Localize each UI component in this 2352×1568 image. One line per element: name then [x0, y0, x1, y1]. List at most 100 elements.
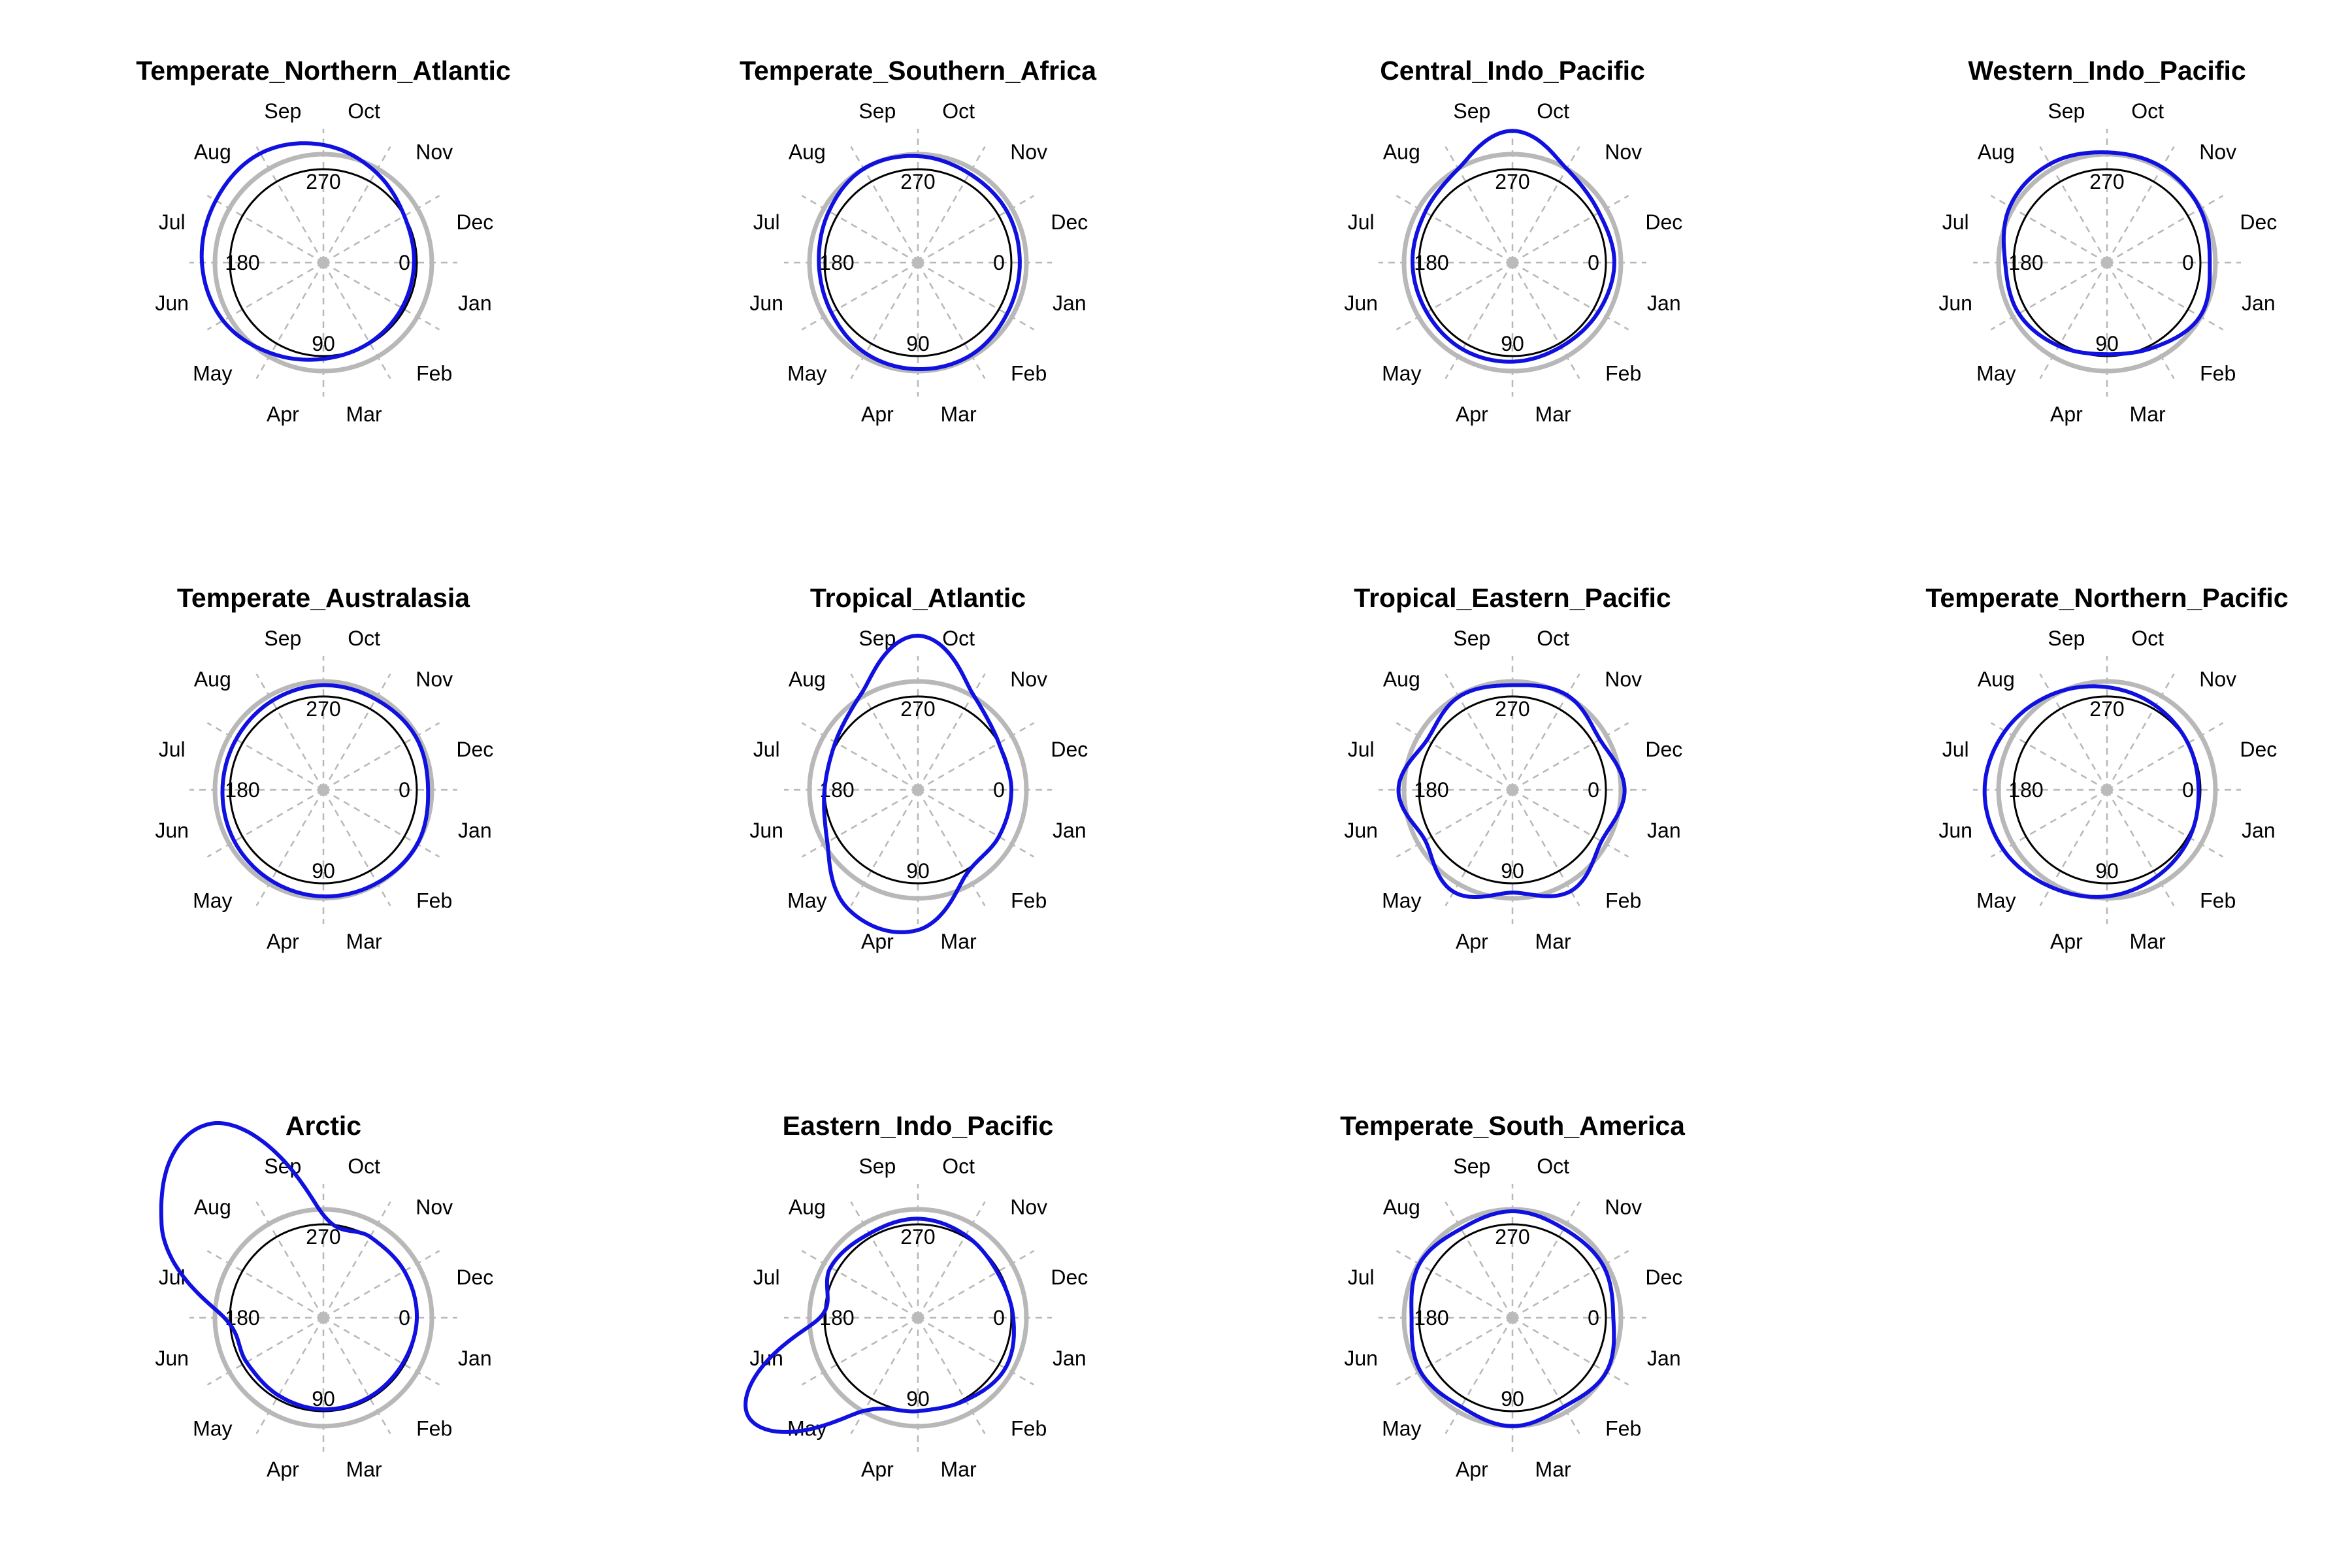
radial-gridline [1396, 261, 1513, 331]
month-label: Dec [1645, 738, 1682, 761]
month-label: Jan [1647, 1347, 1681, 1370]
panel-title: Temperate_Northern_Pacific [1925, 583, 2288, 613]
radial-gridline [1445, 789, 1514, 907]
polar-panel: Temperate_South_America 0 90 180 270 Jan Feb Ma… [1340, 1111, 1686, 1481]
center-dot [1507, 784, 1518, 796]
month-label: Oct [2131, 99, 2164, 123]
radial-gridline [323, 261, 440, 331]
panel-title: Eastern_Indo_Pacific [783, 1111, 1054, 1141]
month-label: Jun [1344, 1347, 1378, 1370]
month-label: May [787, 889, 826, 913]
month-label: Sep [1453, 1154, 1490, 1178]
radial-gridline [1512, 261, 1629, 331]
month-label: May [1976, 889, 2016, 913]
radial-gridline [206, 1250, 324, 1319]
month-label: Mar [941, 930, 977, 953]
radial-gridline [1396, 722, 1513, 791]
month-label: Jan [458, 819, 492, 842]
degree-tick-label: 270 [1495, 1225, 1529, 1249]
degree-tick-label: 270 [306, 697, 340, 721]
radial-gridline [801, 195, 919, 264]
radial-gridline [801, 261, 919, 331]
degree-tick-label: 180 [2008, 778, 2043, 802]
month-label: Feb [2200, 889, 2236, 913]
month-label: Nov [1010, 1195, 1047, 1218]
month-label: Dec [1645, 210, 1682, 234]
month-label: Aug [789, 667, 826, 691]
radial-gridline [1396, 789, 1513, 858]
month-label: Sep [1453, 99, 1490, 123]
month-label: Jun [749, 291, 783, 315]
polar-panel: Western_Indo_Pacific 0 90 180 270 Jan Feb Mar Ap… [1938, 56, 2277, 426]
degree-tick-label: 90 [906, 1387, 930, 1411]
month-label: Mar [2130, 930, 2166, 953]
degree-tick-label: 0 [399, 778, 410, 802]
panel-title: Temperate_Southern_Africa [740, 56, 1097, 86]
month-label: Nov [1605, 140, 1642, 163]
radial-gridline [323, 789, 440, 858]
polar-panel: Temperate_Northern_Atlantic 0 90 180 270 Jan F… [136, 56, 510, 426]
degree-tick-label: 180 [1414, 1306, 1448, 1330]
density-curve [2001, 150, 2212, 357]
radial-gridline [323, 1316, 440, 1386]
radial-gridline [2039, 262, 2108, 380]
month-label: Nov [416, 140, 453, 163]
month-label: Jan [458, 291, 492, 315]
radial-gridline [850, 1317, 919, 1435]
degree-tick-label: 180 [2008, 251, 2043, 274]
polar-panel: Temperate_Northern_Pacific 0 90 180 270 Jan Fe… [1925, 583, 2288, 953]
degree-tick-label: 90 [906, 332, 930, 355]
radial-gridline [1512, 1316, 1629, 1386]
month-label: Jun [749, 819, 783, 842]
radial-gridline [1990, 722, 2108, 791]
radial-gridline [1445, 262, 1514, 380]
month-label: Feb [1605, 889, 1641, 913]
month-label: Mar [2130, 402, 2166, 426]
center-dot [912, 1312, 924, 1324]
degree-tick-label: 270 [2089, 697, 2124, 721]
degree-tick-label: 270 [900, 170, 935, 193]
radial-gridline [917, 262, 986, 380]
month-label: Jul [1348, 738, 1375, 761]
month-label: Jan [2242, 291, 2276, 315]
radial-gridline [1511, 673, 1580, 791]
radial-gridline [255, 146, 325, 263]
degree-tick-label: 0 [1588, 778, 1599, 802]
base-circle [823, 168, 1013, 357]
density-curve [159, 1121, 419, 1412]
month-label: Mar [941, 402, 977, 426]
center-dot [1507, 257, 1518, 269]
radial-gridline [322, 262, 391, 380]
degree-tick-label: 90 [312, 332, 335, 355]
month-label: Feb [416, 889, 452, 913]
degree-tick-label: 0 [2182, 251, 2194, 274]
base-circle [1418, 1223, 1607, 1413]
radial-gridline [917, 261, 1035, 331]
radial-gridline [1511, 146, 1580, 263]
radial-gridline [917, 789, 986, 907]
month-label: Dec [456, 210, 493, 234]
month-label: Dec [456, 738, 493, 761]
month-label: Jun [155, 1347, 189, 1370]
month-label: Dec [456, 1266, 493, 1289]
month-label: Feb [1011, 1417, 1047, 1441]
month-label: Jul [159, 738, 186, 761]
radial-gridline [322, 673, 391, 791]
radial-gridline [1512, 722, 1629, 791]
month-label: Oct [1537, 627, 1569, 650]
radial-gridline [206, 722, 324, 791]
density-curve [220, 683, 431, 899]
month-label: Jul [1348, 210, 1375, 234]
month-label: Jan [1647, 819, 1681, 842]
degree-tick-label: 90 [312, 859, 335, 883]
month-label: Nov [1605, 1195, 1642, 1218]
radial-gridline [1445, 1201, 1514, 1318]
radial-gridline [801, 1316, 919, 1386]
month-label: Aug [1383, 1195, 1420, 1218]
month-label: Dec [1051, 738, 1088, 761]
month-label: Nov [2199, 140, 2236, 163]
degree-tick-label: 0 [399, 251, 410, 274]
degree-tick-label: 270 [306, 170, 340, 193]
month-label: Apr [267, 402, 299, 426]
month-label: Apr [861, 402, 894, 426]
